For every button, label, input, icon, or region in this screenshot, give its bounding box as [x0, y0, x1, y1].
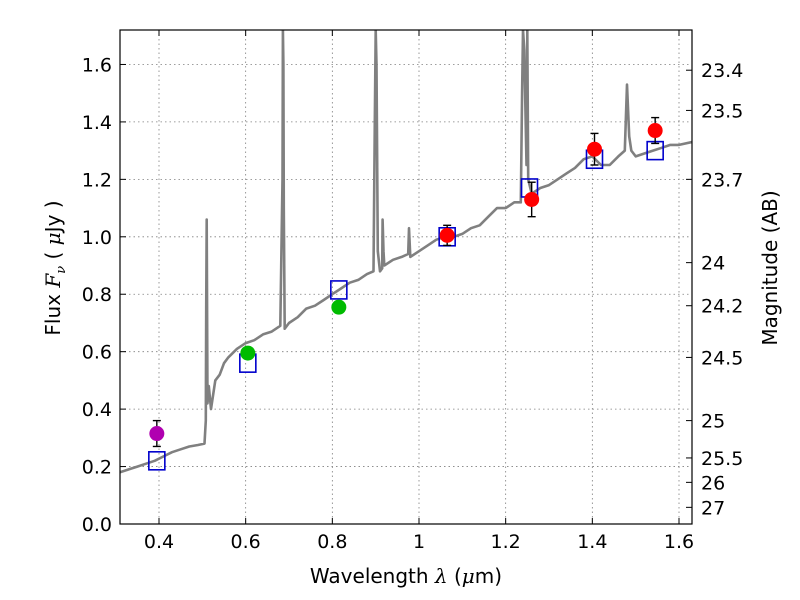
y-tick-label: 0.6	[82, 342, 112, 364]
data-point-marker	[439, 227, 455, 243]
y-tick-label: 1.6	[82, 54, 112, 76]
y2-tick-label: 26	[701, 472, 725, 494]
y2-tick-label: 24	[701, 253, 725, 275]
spectrum-line	[120, 30, 692, 474]
data-point-marker	[149, 426, 165, 442]
y-tick-label: 1.4	[82, 112, 112, 134]
y-tick-label: 0.0	[82, 514, 112, 536]
x-tick-label: 0.6	[231, 531, 261, 553]
x-tick-label: 1.4	[577, 531, 607, 553]
x-axis-label: Wavelength λ (μm)	[310, 564, 502, 588]
y2-tick-label: 24.5	[701, 347, 743, 369]
x-tick-label: 1.2	[491, 531, 521, 553]
x-tick-label: 0.8	[317, 531, 347, 553]
model-square-marker	[330, 280, 348, 300]
y2-axis-label: Magnitude (AB)	[758, 190, 782, 345]
plot-frame	[119, 29, 693, 525]
data-point-marker	[331, 299, 347, 315]
y-tick-label: 1.2	[82, 169, 112, 191]
data-point-marker	[240, 345, 256, 361]
y2-tick-label: 23.5	[701, 100, 743, 122]
y2-tick-label: 23.7	[701, 169, 743, 191]
tick-layer: 0.4 0.6 0.8 1 1.2 1.4 1.6 0.0 0.2 0.4 0.6 0.8 1.0 1.2…	[82, 30, 743, 553]
y2-tick-label: 23.4	[701, 60, 743, 82]
model-square-marker	[148, 451, 166, 471]
y2-tick-label: 25	[701, 411, 725, 433]
x-tick-label: 0.4	[144, 531, 174, 553]
y-axis-label: Flux Fν ( μJy )	[41, 200, 69, 335]
y-tick-label: 0.4	[82, 399, 112, 421]
y2-tick-label: 27	[701, 497, 725, 519]
y-tick-label: 0.8	[82, 284, 112, 306]
x-tick-label: 1.6	[664, 531, 694, 553]
y-tick-label: 0.2	[82, 457, 112, 479]
y-tick-label: 1.0	[82, 227, 112, 249]
data-point-marker	[647, 123, 663, 139]
data-point-marker	[587, 141, 602, 157]
x-tick-label: 1	[413, 531, 425, 553]
y2-tick-label: 24.2	[701, 296, 743, 318]
data-point-marker	[524, 191, 540, 207]
spectrum-layer	[120, 30, 692, 474]
y2-tick-label: 25.5	[701, 448, 743, 470]
marker-layer	[148, 116, 664, 471]
